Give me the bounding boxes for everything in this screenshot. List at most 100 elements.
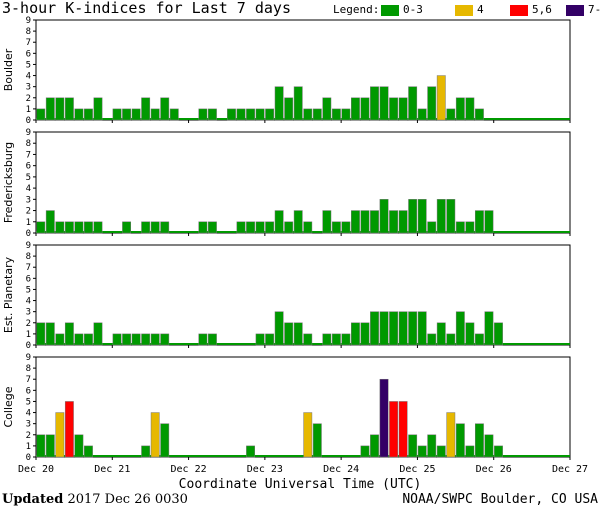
- kindex-bar: [293, 210, 303, 234]
- kindex-bar: [236, 221, 246, 234]
- kindex-bar: [160, 333, 170, 346]
- y-axis-title: Est. Planetary: [2, 256, 15, 333]
- y-tick-label: 9: [26, 128, 31, 138]
- y-tick-label: 2: [26, 207, 31, 217]
- kindex-bar: [112, 108, 122, 121]
- kindex-bar: [389, 401, 399, 458]
- x-tick-label: Dec 27: [552, 464, 588, 475]
- kindex-bar: [150, 333, 160, 346]
- kindex-bar: [150, 221, 160, 234]
- kindex-bar: [74, 108, 84, 121]
- y-tick-label: 7: [26, 375, 31, 385]
- kindex-bar: [436, 445, 446, 458]
- y-tick-label: 1: [26, 105, 31, 115]
- kindex-bar: [370, 210, 379, 234]
- kindex-bar: [64, 221, 74, 234]
- kindex-bar: [112, 333, 122, 346]
- kindex-bar: [227, 108, 236, 121]
- kindex-bar: [246, 108, 255, 121]
- kindex-bar: [207, 221, 217, 234]
- kindex-bar: [303, 412, 313, 458]
- x-axis-title: Coordinate Universal Time (UTC): [178, 477, 422, 492]
- kindex-bar: [408, 86, 418, 121]
- kindex-bar: [389, 210, 399, 234]
- kindex-bar: [427, 333, 437, 346]
- y-tick-label: 2: [26, 94, 31, 104]
- kindex-bar: [351, 210, 360, 234]
- kindex-bar: [436, 199, 446, 234]
- kindex-bar: [417, 445, 427, 458]
- y-tick-label: 2: [26, 319, 31, 329]
- kindex-bar: [331, 108, 341, 121]
- kindex-bar: [331, 221, 341, 234]
- kindex-bar: [36, 221, 46, 234]
- kindex-bar: [45, 434, 55, 458]
- kindex-bar: [55, 333, 65, 346]
- kindex-bar: [93, 221, 103, 234]
- kindex-bar: [446, 412, 456, 458]
- y-tick-label: 1: [26, 218, 31, 228]
- legend-swatch-green: [381, 5, 399, 16]
- kindex-bar: [474, 108, 484, 121]
- kindex-bar: [446, 108, 456, 121]
- kindex-bar: [379, 199, 389, 234]
- kindex-bar: [341, 221, 351, 234]
- kindex-bar: [379, 311, 389, 346]
- x-tick-label: Dec 22: [171, 464, 207, 475]
- y-axis-title: Fredericksburg: [2, 142, 15, 223]
- y-tick-label: 8: [26, 27, 31, 37]
- y-tick-label: 6: [26, 49, 31, 59]
- kindex-bar: [494, 322, 503, 346]
- kindex-bar: [474, 423, 484, 458]
- kindex-bar: [303, 108, 313, 121]
- kindex-bar: [141, 97, 151, 121]
- kindex-bar: [303, 333, 313, 346]
- kindex-bar: [64, 401, 74, 458]
- y-tick-label: 3: [26, 195, 31, 205]
- updated-stamp: Updated 2017 Dec 26 0030: [2, 492, 188, 507]
- kindex-bar: [341, 108, 351, 121]
- kindex-bar: [427, 86, 437, 121]
- source-credit: NOAA/SWPC Boulder, CO USA: [402, 492, 598, 507]
- y-tick-label: 7: [26, 150, 31, 160]
- kindex-bar: [455, 311, 465, 346]
- kindex-bar: [465, 445, 475, 458]
- kindex-bar: [293, 86, 303, 121]
- kindex-bar: [236, 108, 246, 121]
- kindex-bar: [408, 434, 418, 458]
- kindex-bar: [274, 86, 284, 121]
- kindex-bar: [417, 311, 427, 346]
- kindex-bar: [284, 322, 294, 346]
- kindex-bar: [446, 333, 456, 346]
- kindex-bar: [265, 333, 275, 346]
- kindex-bar: [274, 311, 284, 346]
- kindex-bar: [389, 311, 399, 346]
- legend-label: Legend:: [333, 3, 380, 16]
- kindex-bar: [74, 221, 84, 234]
- kindex-bar: [160, 221, 170, 234]
- kindex-bar: [131, 108, 141, 121]
- kindex-bar: [36, 108, 46, 121]
- y-tick-label: 6: [26, 162, 31, 172]
- kindex-bar: [436, 75, 446, 121]
- kindex-bar: [455, 221, 465, 234]
- kindex-bar: [93, 97, 103, 121]
- y-tick-label: 1: [26, 442, 31, 452]
- kindex-bar: [265, 108, 275, 121]
- kindex-bar: [398, 97, 408, 121]
- y-tick-label: 0: [26, 229, 31, 239]
- kindex-bar: [64, 97, 74, 121]
- kindex-bar: [408, 199, 418, 234]
- kindex-bar: [207, 108, 217, 121]
- y-tick-label: 8: [26, 252, 31, 262]
- updated-label: Updated: [2, 492, 64, 507]
- legend-item-label: 7-9: [588, 3, 600, 16]
- kindex-bar: [55, 97, 65, 121]
- kindex-bar: [45, 322, 55, 346]
- kindex-bar: [141, 333, 151, 346]
- kindex-bar: [284, 97, 294, 121]
- kindex-bar: [494, 445, 503, 458]
- kindex-bar: [455, 423, 465, 458]
- kindex-bar: [408, 311, 418, 346]
- kindex-bar: [331, 333, 341, 346]
